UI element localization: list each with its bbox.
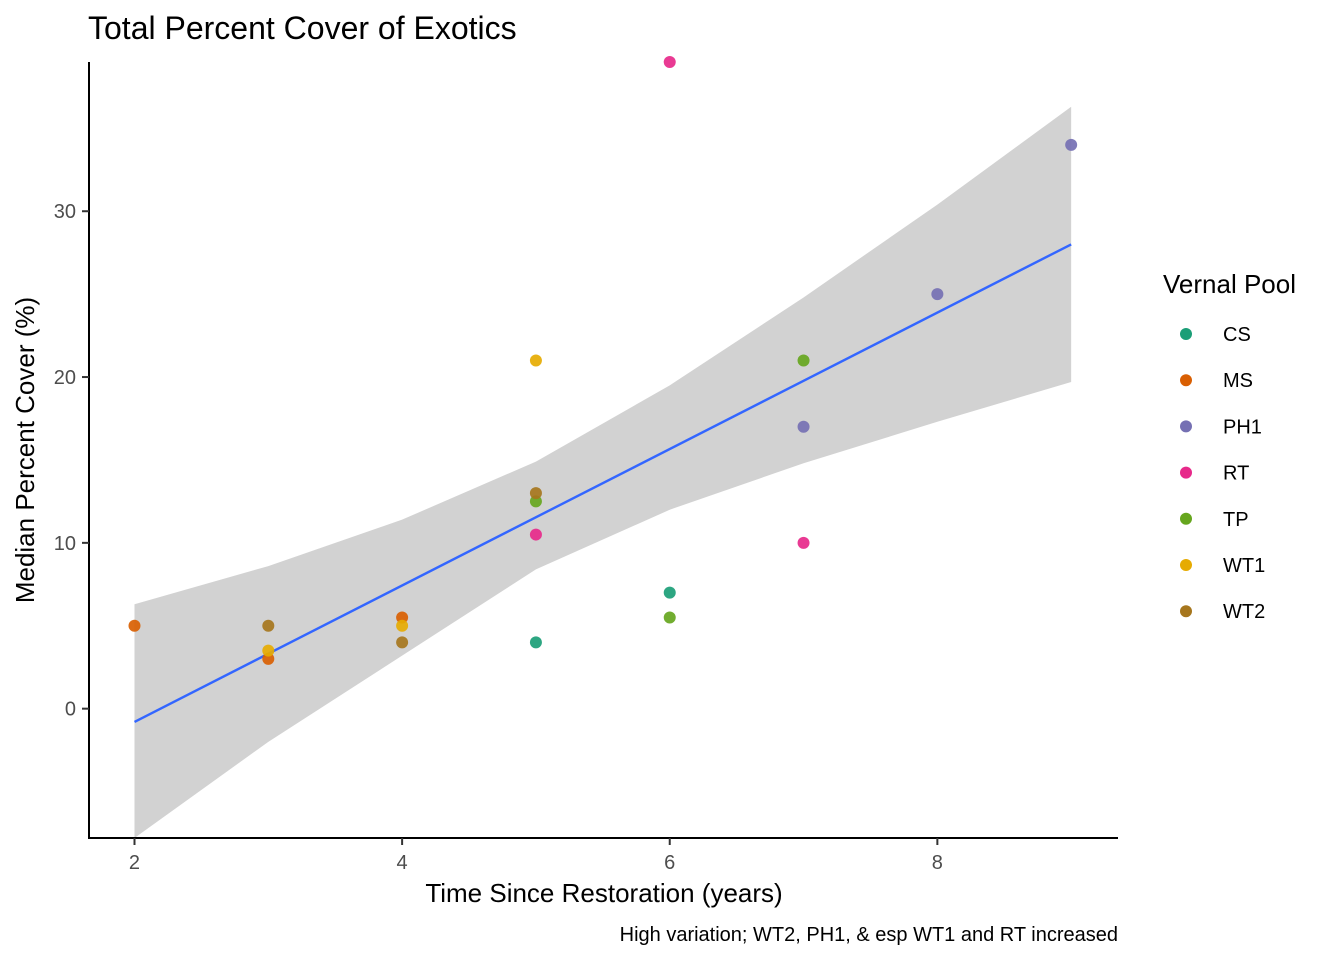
- legend: Vernal Pool CS MS PH1 RT TP WT1 WT2: [1163, 269, 1296, 623]
- legend-label-tp: TP: [1223, 509, 1249, 531]
- legend-label-wt1: WT1: [1223, 555, 1265, 577]
- data-point-tp: [529, 495, 542, 508]
- legend-key-cs: [1180, 328, 1192, 340]
- regression-line: [133, 243, 1072, 724]
- data-point-ph1: [797, 420, 810, 433]
- data-point-tp: [797, 354, 810, 367]
- legend-key-wt2: [1180, 605, 1192, 618]
- legend-key-wt1: [1180, 559, 1192, 571]
- legend-key-tp: [1180, 512, 1192, 525]
- legend-key-ms: [1180, 374, 1192, 387]
- data-point-ph1: [931, 288, 944, 301]
- data-point-wt1: [396, 619, 409, 632]
- chart-title: Total Percent Cover of Exotics: [88, 10, 517, 46]
- x-tick-label: 2: [129, 852, 140, 874]
- x-tick-label: 8: [932, 852, 943, 874]
- x-axis-title: Time Since Restoration (years): [425, 878, 782, 908]
- data-point-ms: [262, 652, 275, 665]
- legend-label-ph1: PH1: [1223, 416, 1262, 438]
- legend-key-ph1: [1180, 420, 1192, 433]
- x-tick-label: 6: [664, 852, 675, 874]
- legend-label-ms: MS: [1223, 370, 1253, 392]
- data-point-ms: [128, 619, 141, 632]
- data-point-cs: [663, 586, 676, 599]
- y-tick-label: 10: [54, 533, 76, 555]
- legend-label-cs: CS: [1223, 324, 1251, 346]
- data-point-rt: [663, 56, 676, 68]
- y-tick-label: 30: [54, 201, 76, 223]
- chart-caption: High variation; WT2, PH1, & esp WT1 and …: [620, 924, 1118, 946]
- legend-label-wt2: WT2: [1223, 601, 1265, 623]
- data-point-wt2: [262, 619, 275, 632]
- data-point-cs: [529, 636, 542, 649]
- x-tick-label: 4: [397, 852, 408, 874]
- data-point-wt2: [529, 487, 542, 500]
- legend-title: Vernal Pool: [1163, 269, 1296, 299]
- data-point-wt2: [396, 636, 409, 649]
- legend-label-rt: RT: [1223, 463, 1249, 485]
- y-axis-title: Median Percent Cover (%): [10, 297, 40, 603]
- data-point-wt1: [529, 354, 542, 367]
- data-point-rt: [797, 536, 810, 549]
- data-point-tp: [663, 611, 676, 624]
- y-tick-label: 20: [54, 367, 76, 389]
- data-point-ph1: [1065, 138, 1078, 151]
- confidence-band: [134, 106, 1072, 839]
- data-point-wt1: [262, 644, 275, 657]
- y-tick-label: 0: [65, 699, 76, 721]
- data-point-ms: [396, 611, 409, 624]
- data-point-rt: [529, 528, 542, 541]
- legend-key-rt: [1180, 466, 1192, 479]
